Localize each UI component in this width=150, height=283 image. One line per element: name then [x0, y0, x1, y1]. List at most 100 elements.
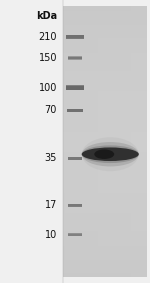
Bar — [66, 85, 84, 90]
Bar — [63, 87, 147, 89]
Bar — [63, 189, 147, 190]
Text: 70: 70 — [45, 105, 57, 115]
Bar — [141, 6, 142, 277]
Bar — [83, 6, 84, 277]
Bar — [63, 222, 147, 223]
Bar — [63, 261, 147, 262]
Bar — [68, 157, 82, 160]
Bar — [63, 84, 147, 86]
Bar — [116, 6, 117, 277]
Bar — [63, 80, 147, 82]
Bar — [140, 6, 141, 277]
Bar — [78, 6, 79, 277]
Bar — [63, 18, 147, 19]
Bar — [63, 57, 147, 59]
Bar — [121, 6, 122, 277]
Bar — [107, 6, 108, 277]
Bar — [68, 204, 82, 206]
Bar — [63, 91, 147, 93]
Bar — [63, 142, 147, 143]
Bar — [63, 86, 147, 87]
Bar — [63, 197, 147, 199]
Bar — [63, 201, 147, 203]
Bar — [63, 27, 147, 29]
Bar — [63, 211, 147, 212]
Bar — [63, 129, 147, 131]
Bar — [68, 204, 82, 206]
Bar — [67, 109, 83, 112]
Bar — [67, 109, 83, 112]
Bar — [68, 234, 82, 236]
Bar — [63, 118, 147, 120]
Bar — [63, 25, 147, 26]
Ellipse shape — [82, 137, 139, 171]
Bar — [74, 6, 75, 277]
Bar — [63, 83, 147, 84]
Bar — [63, 33, 147, 34]
Bar — [68, 157, 82, 160]
Bar — [63, 167, 147, 169]
Bar — [67, 110, 83, 111]
Bar — [63, 55, 147, 56]
Bar — [66, 36, 84, 38]
Bar — [63, 269, 147, 271]
Bar — [63, 264, 147, 265]
Bar — [63, 104, 147, 105]
Bar — [63, 14, 147, 15]
Bar — [122, 6, 123, 277]
Bar — [68, 233, 82, 237]
Bar — [67, 109, 83, 112]
Bar — [63, 204, 147, 205]
Bar — [68, 234, 82, 236]
Bar — [68, 158, 82, 159]
Bar — [84, 6, 85, 277]
Bar — [63, 125, 147, 127]
Bar — [66, 35, 84, 38]
Bar — [68, 204, 82, 206]
Bar — [63, 155, 147, 156]
Ellipse shape — [94, 149, 114, 159]
Bar — [63, 48, 147, 49]
Bar — [142, 6, 143, 277]
Bar — [63, 249, 147, 250]
Bar — [75, 6, 76, 277]
Bar — [63, 250, 147, 252]
Bar — [133, 6, 134, 277]
Bar — [63, 144, 147, 145]
Bar — [63, 223, 147, 224]
Bar — [124, 6, 125, 277]
Bar — [63, 68, 147, 70]
Bar — [63, 75, 147, 76]
Bar — [63, 117, 147, 118]
Bar — [63, 254, 147, 256]
Bar — [97, 6, 98, 277]
Bar — [68, 6, 69, 277]
Bar — [89, 6, 90, 277]
Bar — [66, 85, 84, 90]
Bar — [130, 6, 131, 277]
Bar — [63, 105, 147, 106]
Bar — [66, 36, 84, 38]
Bar — [63, 8, 147, 10]
Bar — [63, 230, 147, 231]
Bar — [63, 273, 147, 275]
Bar — [63, 21, 147, 22]
Bar — [68, 205, 82, 206]
Bar — [66, 35, 84, 38]
Bar — [63, 256, 147, 257]
Bar — [63, 71, 147, 72]
Bar — [99, 6, 100, 277]
Bar — [68, 234, 82, 236]
Bar — [63, 93, 147, 94]
Bar — [63, 238, 147, 239]
Bar — [68, 57, 82, 59]
Bar — [108, 6, 109, 277]
Bar — [63, 40, 147, 41]
Bar — [63, 16, 147, 18]
Bar — [146, 6, 147, 277]
Bar — [67, 109, 83, 112]
Bar — [106, 6, 107, 277]
Bar — [63, 216, 147, 218]
Bar — [105, 6, 106, 277]
Bar — [63, 165, 147, 166]
